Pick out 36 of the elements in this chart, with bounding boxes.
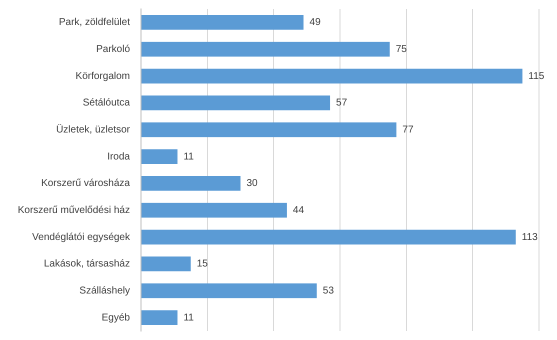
y-tick-label: Parkoló	[96, 44, 130, 55]
data-label: 113	[522, 232, 538, 243]
y-tick-label: Egyéb	[102, 312, 130, 324]
data-label: 30	[246, 178, 258, 190]
data-label: 57	[336, 98, 348, 109]
data-label: 44	[292, 205, 304, 216]
data-label: 11	[183, 312, 194, 324]
data-label: 115	[528, 70, 545, 82]
data-label: 53	[322, 286, 334, 296]
bar	[142, 96, 330, 110]
y-tick-label: Korszerű művelődési ház	[18, 205, 130, 216]
y-tick-label: Üzletek, üzletsor	[56, 124, 131, 136]
bar	[142, 310, 178, 325]
data-label: 11	[183, 151, 194, 162]
data-label: 15	[196, 258, 208, 270]
y-tick-label: Sétálóutca	[82, 98, 130, 109]
data-label: 49	[310, 17, 322, 28]
bar	[142, 122, 396, 138]
bar	[142, 230, 516, 244]
data-label: 77	[402, 124, 414, 136]
y-tick-label: Korszerű városháza	[41, 178, 130, 190]
bar	[142, 283, 317, 298]
y-tick-label: Park, zöldfelület	[58, 17, 130, 28]
bar	[142, 42, 390, 57]
y-tick-label: Vendéglátói egységek	[32, 232, 131, 243]
bar	[142, 149, 178, 164]
bar	[142, 176, 240, 191]
y-tick-label: Körforgalom	[76, 70, 130, 82]
bar	[142, 202, 287, 218]
y-tick-label: Szálláshely	[79, 286, 130, 296]
y-tick-label: Iroda	[107, 151, 130, 162]
bar	[142, 15, 304, 30]
y-tick-label: Lakások, társasház	[44, 258, 130, 270]
bar	[142, 68, 522, 84]
bar	[142, 256, 191, 272]
data-label: 75	[396, 44, 408, 55]
